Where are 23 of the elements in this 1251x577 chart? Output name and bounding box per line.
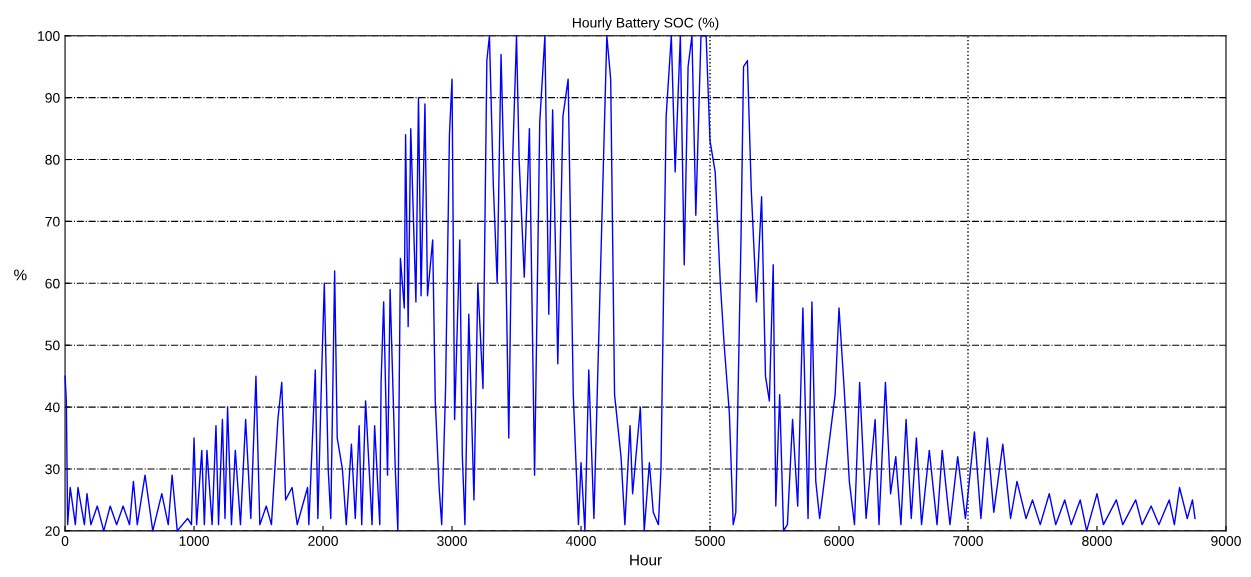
line-series [64,35,1196,532]
y-tick-label: 90 [45,92,60,103]
x-tick-label: 5000 [695,536,725,546]
y-axis-title: % [14,269,27,281]
y-tick-label: 20 [45,526,60,537]
x-tick-label: 6000 [824,536,854,546]
y-tick-label: 60 [45,278,60,289]
y-tick-label: 100 [38,31,60,41]
x-axis-title: Hour [630,554,662,566]
x-tick-label: 8000 [1082,536,1112,546]
x-tick-label: 1000 [179,536,209,546]
y-tick-label: 50 [45,340,60,351]
x-tick-label: 2000 [308,536,338,546]
x-tick-label: 9000 [1211,536,1241,546]
y-tick-label: 70 [45,216,60,227]
chart-title: Hourly Battery SOC (%) [572,17,719,31]
y-tick-label: 30 [45,464,60,475]
x-tick-label: 0 [61,536,69,546]
x-tick-label: 7000 [953,536,983,546]
y-tick-label: 40 [45,402,60,413]
x-tick-label: 3000 [437,536,467,546]
x-tick-label: 4000 [565,536,596,546]
y-tick-label: 80 [45,154,60,165]
